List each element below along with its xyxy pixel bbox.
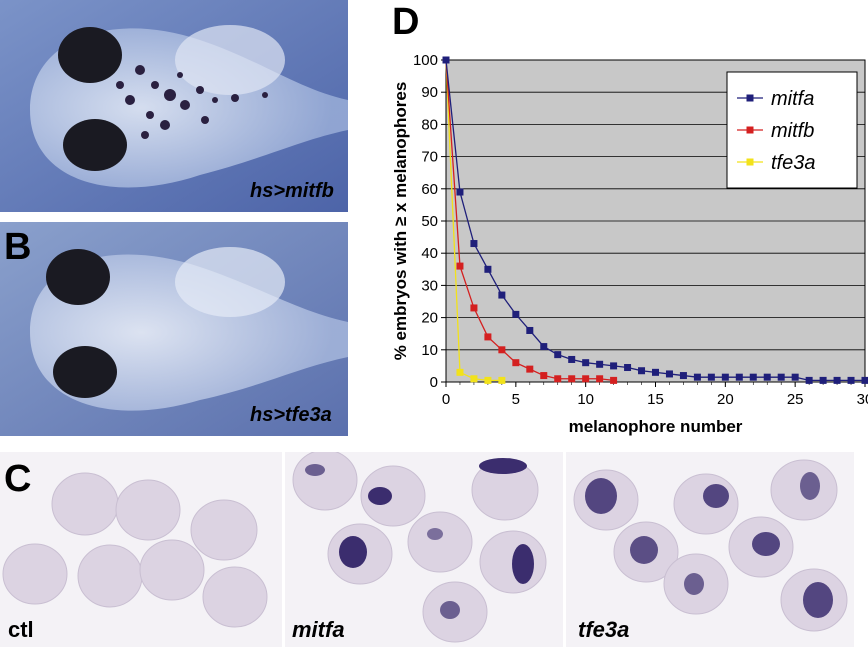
- point-mitfb: [470, 304, 478, 312]
- x-tick-label: 30: [857, 391, 868, 408]
- panel-letter-b: B: [4, 226, 32, 268]
- legend-marker-tfe3a: [746, 158, 754, 166]
- point-mitfa: [582, 359, 590, 367]
- embryo-mitfb-image: [0, 0, 348, 212]
- x-tick-label: 10: [577, 391, 594, 408]
- point-mitfa: [679, 372, 687, 380]
- point-tfe3a: [470, 375, 478, 383]
- point-mitfa: [568, 355, 576, 363]
- x-tick-label: 5: [512, 391, 520, 408]
- point-mitfb: [526, 365, 534, 373]
- point-mitfa: [707, 373, 715, 381]
- point-mitfa: [749, 373, 757, 381]
- point-mitfa: [819, 376, 827, 384]
- caption-tfe3a-c: tfe3a: [578, 617, 630, 642]
- point-mitfb: [582, 375, 590, 383]
- legend-label-tfe3a: tfe3a: [771, 152, 815, 174]
- caption-hs-mitfb: hs>mitfb: [250, 180, 334, 202]
- point-mitfa: [512, 310, 520, 318]
- y-tick-label: 100: [413, 52, 438, 69]
- point-mitfa: [498, 291, 506, 299]
- point-mitfa: [624, 364, 632, 372]
- point-tfe3a: [456, 368, 464, 376]
- point-mitfa: [526, 326, 534, 334]
- x-tick-label: 15: [647, 391, 664, 408]
- legend-label-mitfa: mitfa: [771, 88, 814, 110]
- point-mitfa: [540, 343, 548, 351]
- point-mitfa: [721, 373, 729, 381]
- x-axis-label: melanophore number: [569, 417, 743, 436]
- y-tick-label: 70: [421, 149, 438, 166]
- point-mitfa: [652, 368, 659, 376]
- embryo-photo-tfe3a: [0, 222, 348, 436]
- y-tick-label: 50: [421, 213, 438, 230]
- point-mitfb: [498, 346, 506, 354]
- point-mitfb: [512, 359, 520, 367]
- point-tfe3a: [498, 376, 506, 384]
- point-mitfb: [568, 375, 576, 383]
- point-mitfa: [596, 360, 604, 368]
- embryo-tfe3a-image: [0, 222, 348, 436]
- embryo-photo-tfe3a-c: [566, 452, 854, 647]
- point-mitfa: [554, 351, 562, 359]
- point-mitfb: [610, 376, 618, 384]
- point-mitfa: [791, 373, 799, 381]
- y-tick-label: 80: [421, 116, 438, 133]
- legend-marker-mitfa: [746, 94, 754, 102]
- point-mitfb: [540, 372, 548, 380]
- panel-letter-d: D: [392, 1, 420, 43]
- point-mitfa: [763, 373, 771, 381]
- y-axis-label: % embryos with ≥ x melanophores: [391, 82, 410, 361]
- y-tick-label: 90: [421, 84, 438, 101]
- point-mitfb: [484, 333, 492, 341]
- point-mitfa: [665, 370, 673, 378]
- x-tick-label: 0: [442, 391, 450, 408]
- point-mitfa: [861, 376, 868, 384]
- caption-ctl: ctl: [8, 617, 34, 642]
- mitfa-embryos-image: [285, 452, 563, 647]
- point-mitfa: [735, 373, 743, 381]
- point-mitfa: [456, 188, 464, 196]
- melanophore-chart: 0 10 20 30 40 50 60 70 80 90 100 0 5 10 15 20 25 30 melano…: [391, 52, 868, 436]
- x-tick-label: 20: [717, 391, 734, 408]
- point-mitfa: [638, 367, 646, 375]
- point-mitfa: [847, 376, 855, 384]
- embryo-photo-ctl: [0, 452, 282, 647]
- point-mitfa: [470, 240, 478, 248]
- point-mitfb: [596, 375, 604, 383]
- point-mitfa: [442, 56, 450, 64]
- point-mitfb: [554, 375, 562, 383]
- point-mitfb: [456, 262, 464, 270]
- y-tick-label: 40: [421, 245, 438, 262]
- caption-mitfa: mitfa: [292, 617, 345, 642]
- tfe3a-embryos-image: [566, 452, 854, 647]
- y-tick-label: 60: [421, 181, 438, 198]
- point-tfe3a: [484, 376, 492, 384]
- embryo-photo-mitfa: [285, 452, 563, 647]
- ctl-embryos-image: [0, 452, 282, 647]
- legend-label-mitfb: mitfb: [771, 120, 814, 142]
- point-mitfa: [833, 376, 841, 384]
- point-mitfa: [693, 373, 701, 381]
- point-mitfa: [805, 376, 813, 384]
- y-tick-label: 10: [421, 342, 438, 359]
- point-mitfa: [777, 373, 785, 381]
- embryo-photo-mitfb: [0, 0, 348, 212]
- point-mitfa: [484, 265, 492, 273]
- panel-letter-c: C: [4, 458, 32, 500]
- y-tick-label: 20: [421, 310, 438, 327]
- point-mitfa: [610, 362, 618, 370]
- y-tick-label: 30: [421, 277, 438, 294]
- y-tick-label: 0: [430, 374, 438, 391]
- x-tick-label: 25: [787, 391, 804, 408]
- legend-marker-mitfb: [746, 126, 754, 134]
- caption-hs-tfe3a: hs>tfe3a: [250, 404, 332, 426]
